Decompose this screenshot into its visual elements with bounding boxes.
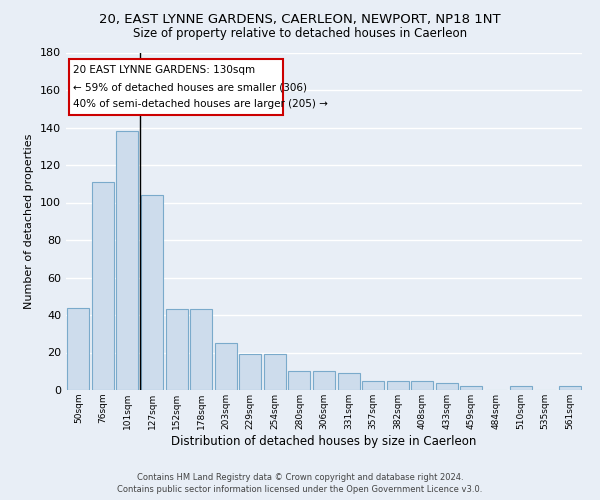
Bar <box>92 182 114 390</box>
Bar <box>116 131 139 390</box>
Bar <box>386 380 409 390</box>
Bar <box>289 371 310 390</box>
Text: ← 59% of detached houses are smaller (306): ← 59% of detached houses are smaller (30… <box>73 82 307 92</box>
Bar <box>313 371 335 390</box>
Bar <box>411 380 433 390</box>
Text: 20, EAST LYNNE GARDENS, CAERLEON, NEWPORT, NP18 1NT: 20, EAST LYNNE GARDENS, CAERLEON, NEWPOR… <box>99 12 501 26</box>
Bar <box>141 195 163 390</box>
X-axis label: Distribution of detached houses by size in Caerleon: Distribution of detached houses by size … <box>172 434 476 448</box>
Bar <box>436 382 458 390</box>
FancyBboxPatch shape <box>68 59 283 115</box>
Bar <box>67 308 89 390</box>
Text: 20 EAST LYNNE GARDENS: 130sqm: 20 EAST LYNNE GARDENS: 130sqm <box>73 66 255 76</box>
Text: Contains HM Land Registry data © Crown copyright and database right 2024.
Contai: Contains HM Land Registry data © Crown c… <box>118 472 482 494</box>
Bar <box>215 343 237 390</box>
Bar <box>190 310 212 390</box>
Text: Size of property relative to detached houses in Caerleon: Size of property relative to detached ho… <box>133 28 467 40</box>
Bar <box>239 354 262 390</box>
Text: 40% of semi-detached houses are larger (205) →: 40% of semi-detached houses are larger (… <box>73 99 328 109</box>
Y-axis label: Number of detached properties: Number of detached properties <box>25 134 34 309</box>
Bar <box>166 310 188 390</box>
Bar <box>264 354 286 390</box>
Bar <box>338 373 359 390</box>
Bar <box>559 386 581 390</box>
Bar <box>362 380 384 390</box>
Bar <box>460 386 482 390</box>
Bar <box>509 386 532 390</box>
